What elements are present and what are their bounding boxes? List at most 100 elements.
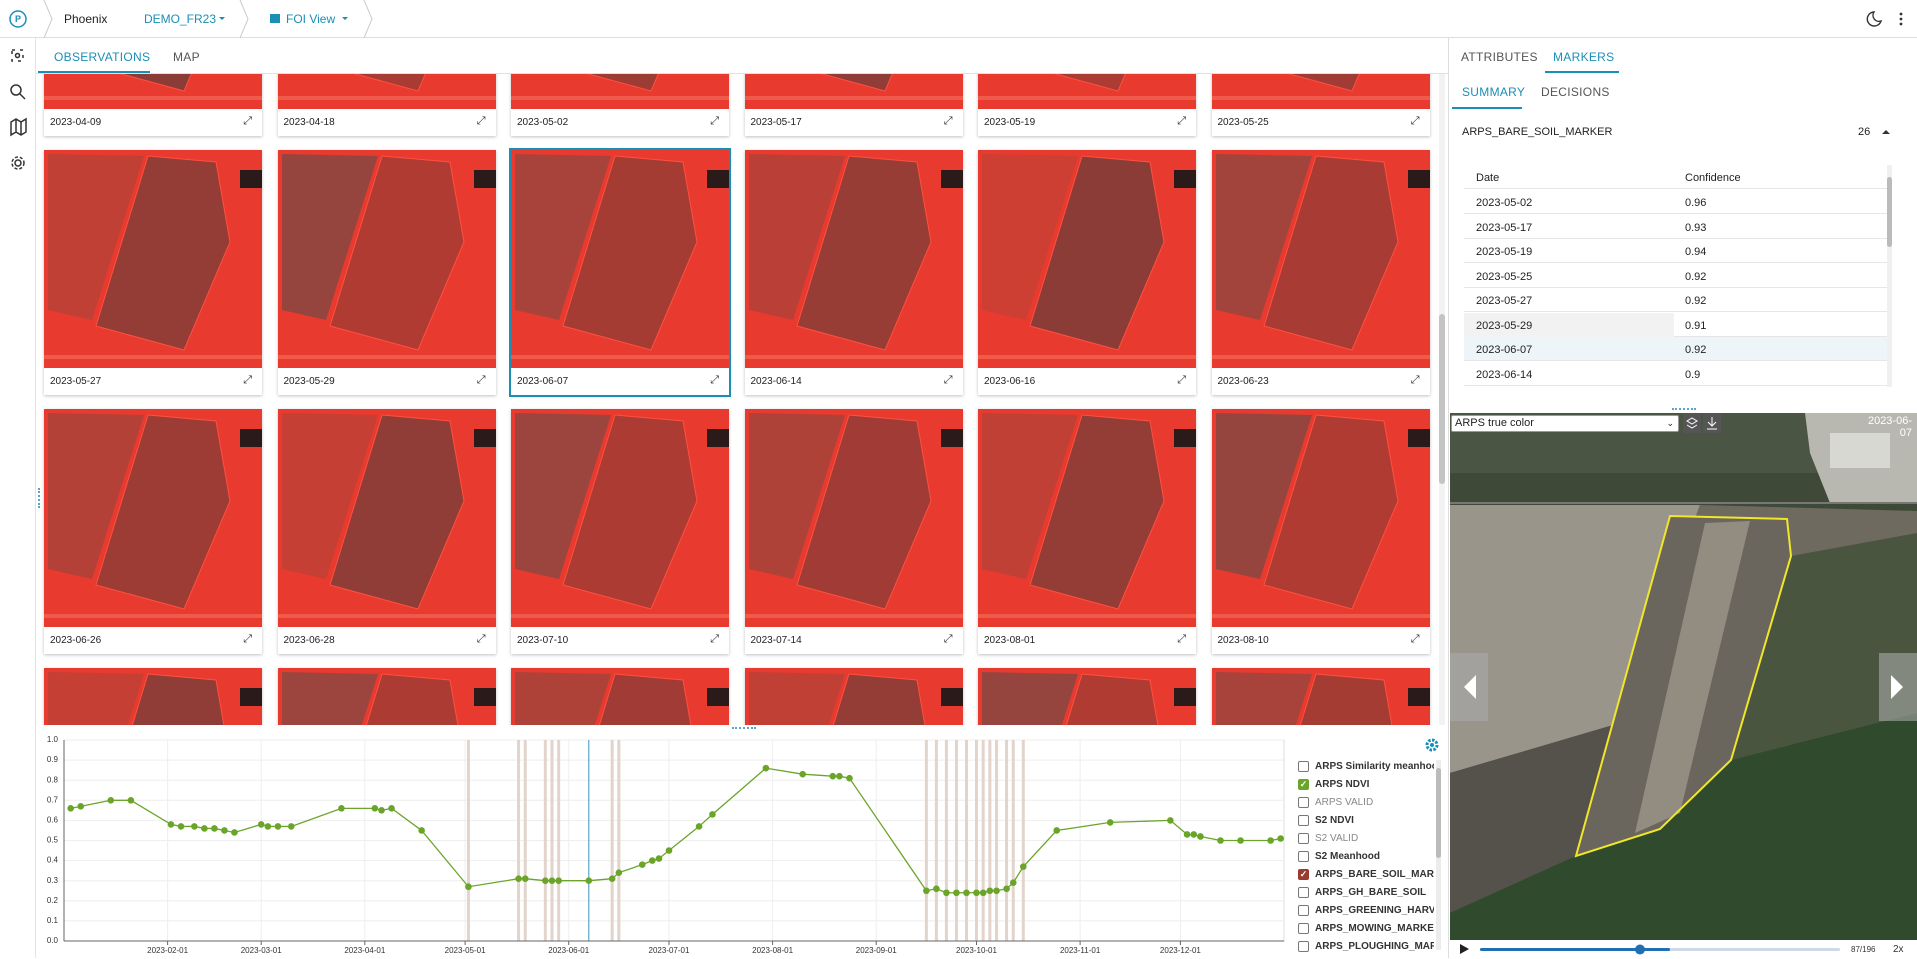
legend-checkbox[interactable]: [1298, 851, 1309, 862]
legend-checkbox[interactable]: [1298, 905, 1309, 916]
legend-item[interactable]: ARPS_GREENING_HARVEST: [1298, 905, 1434, 923]
observation-card[interactable]: 2023-05-27 ⤢: [44, 150, 262, 395]
chart-settings[interactable]: [1422, 735, 1442, 755]
expand-icon[interactable]: ⤢: [243, 374, 252, 386]
observation-card[interactable]: 2023-08-01 ⤢: [978, 409, 1196, 654]
legend-checkbox[interactable]: [1298, 887, 1309, 898]
observation-card[interactable]: 2023-05-19 ⤢: [978, 74, 1196, 136]
observation-card[interactable]: 2023-07-10 ⤢: [511, 409, 729, 654]
legend-scroll[interactable]: [1436, 760, 1441, 950]
observation-card[interactable]: 2023-07-14 ⤢: [744, 409, 963, 654]
top-bar: P Phoenix DEMO_FR23 FOI View: [0, 0, 1917, 38]
thumbnail: [44, 668, 262, 725]
app-name[interactable]: Phoenix: [64, 12, 108, 26]
table-row[interactable]: 2023-05-29 0.91: [1464, 312, 1888, 337]
legend-item[interactable]: S2 NDVI: [1298, 815, 1434, 833]
expand-icon[interactable]: ⤢: [1410, 115, 1420, 127]
marker-band: [934, 740, 938, 941]
marker-name[interactable]: ARPS_BARE_SOIL_MARKER: [1462, 126, 1613, 138]
scrollbar[interactable]: [1439, 74, 1445, 725]
observation-card[interactable]: 2023-06-23 ⤢: [1211, 150, 1430, 395]
tab-summary[interactable]: SUMMARY: [1462, 85, 1526, 99]
tab-markers[interactable]: MARKERS: [1553, 50, 1615, 64]
expand-icon[interactable]: ⤢: [1177, 115, 1186, 127]
legend-item[interactable]: ARPS_PLOUGHING_MARKER: [1298, 941, 1434, 959]
observation-card[interactable]: 2023-04-09 ⤢: [44, 74, 262, 136]
table-row[interactable]: 2023-05-17 0.93: [1464, 214, 1888, 239]
observation-card[interactable]: 2023-06-14 ⤢: [744, 150, 963, 395]
legend-item[interactable]: ARPS_MOWING_MARKER: [1298, 923, 1434, 941]
observation-card[interactable]: 2023-06-07 ⤢: [509, 148, 731, 397]
legend-item[interactable]: S2 Meanhood: [1298, 851, 1434, 869]
observation-card[interactable]: [744, 668, 963, 725]
observation-card[interactable]: 2023-08-10 ⤢: [1211, 409, 1430, 654]
legend-item[interactable]: S2 VALID: [1298, 833, 1434, 851]
legend-checkbox[interactable]: [1298, 815, 1309, 826]
layer-select[interactable]: ARPS true color ⌄: [1451, 415, 1679, 432]
observation-card[interactable]: [511, 668, 729, 725]
observation-card[interactable]: [277, 668, 496, 725]
legend-item[interactable]: ✓ ARPS NDVI: [1298, 779, 1434, 797]
expand-icon[interactable]: ⤢: [943, 115, 953, 127]
view-select[interactable]: FOI View: [286, 12, 336, 26]
top-icons[interactable]: [1860, 8, 1910, 30]
table-row[interactable]: 2023-06-14 0.9: [1464, 361, 1888, 386]
expand-icon[interactable]: ⤢: [476, 633, 486, 645]
observation-card[interactable]: 2023-04-18 ⤢: [277, 74, 496, 136]
expand-icon[interactable]: ⤢: [243, 633, 252, 645]
table-scroll[interactable]: [1887, 165, 1892, 387]
observation-card[interactable]: [44, 668, 262, 725]
expand-icon[interactable]: ⤢: [1177, 374, 1186, 386]
expand-icon[interactable]: ⤢: [476, 115, 486, 127]
table-row[interactable]: 2023-06-07 0.92: [1464, 337, 1888, 361]
tab-attributes[interactable]: ATTRIBUTES: [1461, 50, 1538, 64]
tab-underline: [1545, 71, 1619, 73]
legend-checkbox[interactable]: [1298, 833, 1309, 844]
expand-icon[interactable]: ⤢: [1410, 374, 1420, 386]
expand-icon[interactable]: ⤢: [710, 374, 719, 386]
observation-card[interactable]: 2023-05-02 ⤢: [511, 74, 729, 136]
observation-card[interactable]: 2023-05-29 ⤢: [277, 150, 496, 395]
observation-card[interactable]: 2023-06-28 ⤢: [277, 409, 496, 654]
observation-card[interactable]: 2023-05-25 ⤢: [1211, 74, 1430, 136]
splitter[interactable]: [38, 488, 41, 508]
table-row[interactable]: 2023-05-27 0.92: [1464, 288, 1888, 312]
legend-checkbox[interactable]: ✓: [1298, 779, 1309, 790]
tab-decisions[interactable]: DECISIONS: [1541, 85, 1610, 99]
legend-item[interactable]: ARPS VALID: [1298, 797, 1434, 815]
project-select[interactable]: DEMO_FR23: [144, 12, 217, 26]
expand-icon[interactable]: ⤢: [943, 633, 953, 645]
legend-checkbox[interactable]: [1298, 941, 1309, 952]
observation-card[interactable]: [1211, 668, 1430, 725]
tab-observations[interactable]: OBSERVATIONS: [54, 50, 151, 64]
table-row[interactable]: 2023-05-02 0.96: [1464, 190, 1888, 214]
legend-item[interactable]: ARPS Similarity meanhood: [1298, 761, 1434, 779]
playback-speed[interactable]: 2x: [1893, 944, 1904, 955]
legend-checkbox[interactable]: [1298, 761, 1309, 772]
expand-icon[interactable]: ⤢: [1410, 633, 1420, 645]
splitter[interactable]: [1672, 408, 1696, 411]
observation-card[interactable]: 2023-05-17 ⤢: [744, 74, 963, 136]
table-row[interactable]: 2023-05-25 0.92: [1464, 263, 1888, 288]
thumb-dark: [473, 688, 496, 706]
legend-item[interactable]: ARPS_GH_BARE_SOIL: [1298, 887, 1434, 905]
legend-checkbox[interactable]: [1298, 797, 1309, 808]
observation-card[interactable]: [978, 668, 1196, 725]
legend-checkbox[interactable]: ✓: [1298, 869, 1309, 880]
expand-icon[interactable]: ⤢: [710, 115, 719, 127]
splitter[interactable]: [732, 727, 756, 730]
table-row[interactable]: 2023-05-19 0.94: [1464, 239, 1888, 263]
observation-card[interactable]: 2023-06-16 ⤢: [978, 150, 1196, 395]
legend-checkbox[interactable]: [1298, 923, 1309, 934]
expand-icon[interactable]: ⤢: [943, 374, 953, 386]
tab-map[interactable]: MAP: [173, 50, 200, 64]
collapse-icon[interactable]: [1880, 126, 1892, 138]
marker-band: [1011, 740, 1015, 941]
viewer-tools[interactable]: [1683, 413, 1723, 433]
expand-icon[interactable]: ⤢: [710, 633, 719, 645]
legend-item[interactable]: ✓ ARPS_BARE_SOIL_MARKER: [1298, 869, 1434, 887]
expand-icon[interactable]: ⤢: [476, 374, 486, 386]
expand-icon[interactable]: ⤢: [1177, 633, 1186, 645]
observation-card[interactable]: 2023-06-26 ⤢: [44, 409, 262, 654]
expand-icon[interactable]: ⤢: [243, 115, 252, 127]
